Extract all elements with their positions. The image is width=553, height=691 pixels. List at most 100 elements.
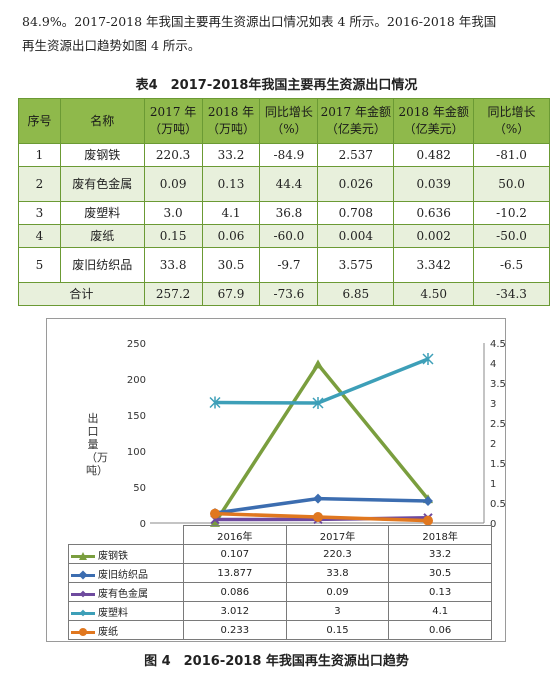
series-legend-cell: 废钢铁 bbox=[68, 544, 184, 564]
data-point bbox=[210, 517, 220, 527]
y2-tick-label: 1.5 bbox=[490, 459, 506, 470]
table-row: 4 废纸 0.15 0.06 -60.0 0.004 0.002 -50.0 bbox=[18, 224, 550, 248]
legend-swatch-star bbox=[71, 609, 95, 617]
series-name: 废塑料 bbox=[98, 607, 128, 619]
table-cell: 0.13 bbox=[201, 166, 261, 202]
intro-line-1: 84.9%。2017-2018 年我国主要再生资源出口情况如表 4 所示。201… bbox=[22, 14, 497, 29]
table-cell: 4.1 bbox=[201, 201, 261, 225]
header-cell: 同比增长（%） bbox=[259, 98, 319, 144]
table-cell: 44.4 bbox=[259, 166, 319, 202]
table-cell: 6.85 bbox=[317, 282, 395, 306]
y-tick-label: 50 bbox=[133, 483, 146, 494]
table-cell: -10.2 bbox=[473, 201, 550, 225]
table-cell: -84.9 bbox=[259, 143, 319, 167]
table-row: 3 废塑料 3.0 4.1 36.8 0.708 0.636 -10.2 bbox=[18, 201, 550, 225]
legend-marker bbox=[79, 627, 87, 636]
y-tick-label: 250 bbox=[127, 339, 146, 350]
table-cell: 0.708 bbox=[317, 201, 395, 225]
y-tick-label: 150 bbox=[127, 411, 146, 422]
data-table-row: 废纸 0.233 0.15 0.06 bbox=[68, 620, 492, 640]
legend-swatch-triangle bbox=[71, 551, 95, 560]
data-label: 3.012 bbox=[183, 601, 287, 621]
table-cell: 0.002 bbox=[393, 224, 475, 248]
data-point bbox=[313, 359, 323, 369]
category-label: 2017年 bbox=[285, 525, 390, 545]
data-point bbox=[423, 496, 433, 507]
table-cell: 2.537 bbox=[317, 143, 395, 167]
data-table-row: 废有色金属 0.086 0.09 0.13 bbox=[68, 582, 492, 602]
data-label: 0.13 bbox=[388, 582, 492, 602]
data-label: 3 bbox=[285, 601, 390, 621]
table-cell: 33.8 bbox=[143, 247, 203, 283]
legend-marker bbox=[79, 590, 87, 597]
series-line bbox=[214, 496, 429, 515]
table-cell: 废旧纺织品 bbox=[59, 247, 145, 283]
header-cell: 2018 年金额（亿美元） bbox=[393, 98, 475, 144]
data-label: 0.06 bbox=[388, 620, 492, 640]
table-cell: 0.026 bbox=[317, 166, 395, 202]
table-cell: 废纸 bbox=[59, 224, 145, 248]
figure-caption: 图 4 2016-2018 年我国再生资源出口趋势 bbox=[144, 654, 409, 669]
table-cell: 废钢铁 bbox=[59, 143, 145, 167]
series-name: 废纸 bbox=[98, 626, 118, 638]
y2-tick-label: 2 bbox=[490, 439, 496, 450]
table-total-row: 合计 257.2 67.9 -73.6 6.85 4.50 -34.3 bbox=[18, 282, 550, 306]
series-line bbox=[214, 357, 429, 405]
data-label: 220.3 bbox=[285, 544, 390, 564]
table-cell: 30.5 bbox=[201, 247, 261, 283]
chart-data-table: 2016年 2017年 2018年 废钢铁 0.107 220.3 33.2 废… bbox=[68, 525, 492, 640]
table-cell: 0.06 bbox=[201, 224, 261, 248]
table-cell: 50.0 bbox=[473, 166, 550, 202]
table-cell: 0.15 bbox=[143, 224, 203, 248]
table-row: 2 废有色金属 0.09 0.13 44.4 0.026 0.039 50.0 bbox=[18, 166, 550, 202]
header-cell: 2017 年（万吨） bbox=[143, 98, 203, 144]
data-label: 0.107 bbox=[183, 544, 287, 564]
y2-tick-label: 1 bbox=[490, 479, 496, 490]
intro-line-2: 再生资源出口趋势如图 4 所示。 bbox=[22, 38, 201, 53]
table-cell: 2 bbox=[18, 166, 61, 202]
series-name: 废旧纺织品 bbox=[98, 569, 148, 581]
table-cell: 0.636 bbox=[393, 201, 475, 225]
y-tick-label: 200 bbox=[127, 375, 146, 386]
table-cell: -60.0 bbox=[259, 224, 319, 248]
table-cell: 257.2 bbox=[143, 282, 203, 306]
y2-tick-label: 0.5 bbox=[490, 499, 506, 510]
table-cell: 废塑料 bbox=[59, 201, 145, 225]
data-point bbox=[312, 397, 324, 409]
series-name: 废钢铁 bbox=[98, 550, 128, 562]
table-cell: 36.8 bbox=[259, 201, 319, 225]
data-point bbox=[313, 512, 323, 522]
data-label: 0.15 bbox=[285, 620, 390, 640]
table-cell: 合计 bbox=[18, 282, 145, 306]
data-table-row: 废旧纺织品 13.877 33.8 30.5 bbox=[68, 563, 492, 583]
table-cell: 4 bbox=[18, 224, 61, 248]
category-label: 2018年 bbox=[388, 525, 492, 545]
table-cell: 废有色金属 bbox=[59, 166, 145, 202]
y2-tick-label: 3 bbox=[490, 399, 496, 410]
y2-tick-label: 0 bbox=[490, 519, 496, 530]
data-table-row: 废钢铁 0.107 220.3 33.2 bbox=[68, 544, 492, 564]
header-cell: 2017 年金额（亿美元） bbox=[317, 98, 395, 144]
table-row: 5 废旧纺织品 33.8 30.5 -9.7 3.575 3.342 -6.5 bbox=[18, 247, 550, 283]
y2-tick-label: 3.5 bbox=[490, 379, 506, 390]
table-cell: 4.50 bbox=[393, 282, 475, 306]
table-cell: 0.482 bbox=[393, 143, 475, 167]
data-point bbox=[422, 353, 434, 365]
y2-tick-label: 4 bbox=[490, 359, 496, 370]
intro-paragraph: 84.9%。2017-2018 年我国主要再生资源出口情况如表 4 所示。201… bbox=[22, 10, 542, 58]
data-point bbox=[210, 508, 220, 519]
header-cell: 2018 年（万吨） bbox=[201, 98, 261, 144]
table-cell: -9.7 bbox=[259, 247, 319, 283]
y-axis-label: 出口量（万吨） bbox=[86, 412, 108, 477]
table-cell: -6.5 bbox=[473, 247, 550, 283]
legend-marker bbox=[78, 569, 88, 580]
table-cell: 3.575 bbox=[317, 247, 395, 283]
y-tick-label: 100 bbox=[127, 447, 146, 458]
data-label: 0.233 bbox=[183, 620, 287, 640]
data-label: 33.2 bbox=[388, 544, 492, 564]
table-cell: 3.342 bbox=[393, 247, 475, 283]
data-label: 0.09 bbox=[285, 582, 390, 602]
table-header-row: 序号 名称 2017 年（万吨） 2018 年（万吨） 同比增长（%） 2017… bbox=[18, 98, 550, 144]
table-caption: 表4 2017-2018年我国主要再生资源出口情况 bbox=[135, 78, 418, 93]
